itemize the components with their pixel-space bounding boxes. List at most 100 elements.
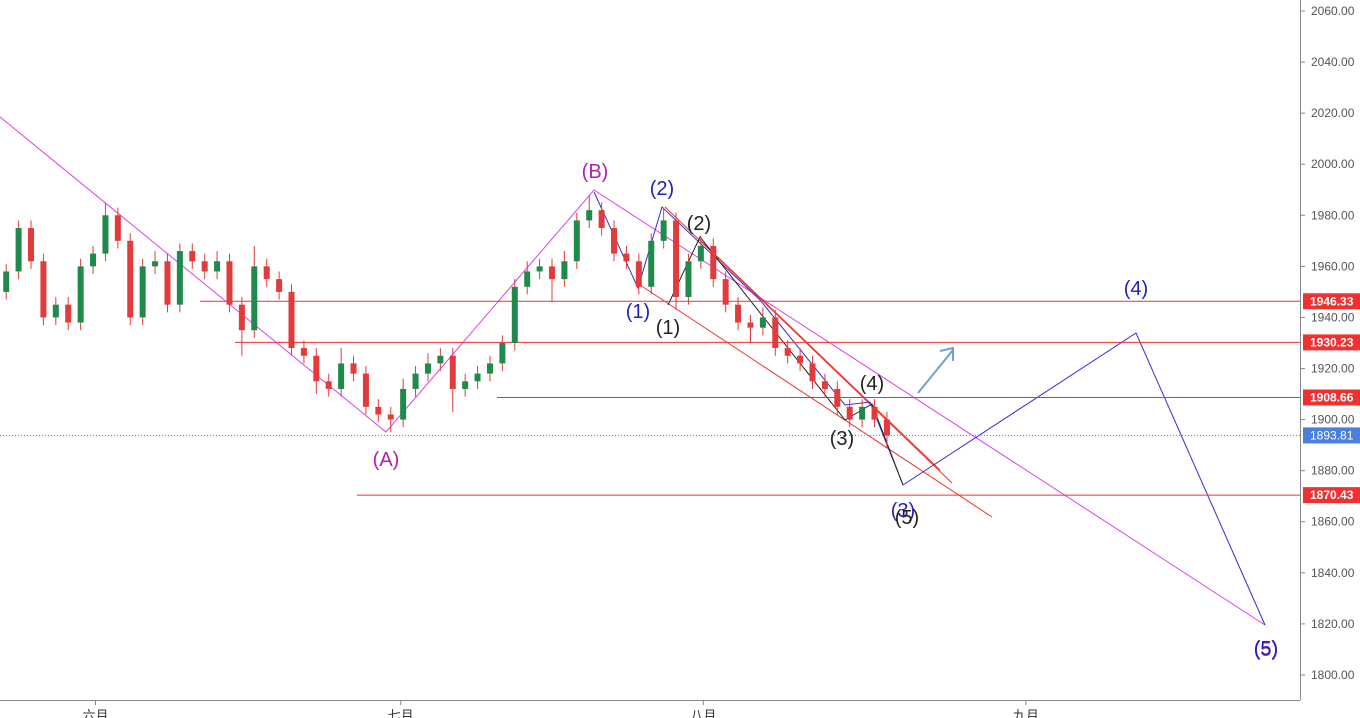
candle-body <box>375 406 382 415</box>
y-tick-label: 1940.00 <box>1311 310 1355 324</box>
candle-body <box>797 355 804 364</box>
candle-body <box>214 261 221 272</box>
candle-body <box>313 355 320 382</box>
wave-label: (1) <box>656 317 680 339</box>
wave-label: (5) <box>1254 638 1278 660</box>
candle-body <box>400 388 407 420</box>
x-tick-label: 六月 <box>83 708 109 718</box>
candle-body <box>883 419 890 436</box>
candle-body <box>524 271 531 287</box>
candle-body <box>325 381 332 389</box>
wave-label: (4) <box>1124 278 1148 300</box>
candle-body <box>127 240 134 318</box>
candle-body <box>561 261 568 280</box>
y-tick-label: 2040.00 <box>1311 55 1355 69</box>
level-tag <box>1303 487 1360 504</box>
candle-body <box>747 322 754 328</box>
wave-label: (5) <box>1254 639 1278 661</box>
candle-body <box>549 266 556 280</box>
candle-body <box>859 406 866 420</box>
candle-body <box>846 406 853 420</box>
wave-label: (A) <box>373 449 400 471</box>
candle-body <box>735 304 742 323</box>
last-price-tag <box>1303 427 1360 444</box>
candle-body <box>673 220 680 298</box>
candle-body <box>152 261 159 267</box>
candle-body <box>90 253 97 267</box>
candle-body <box>52 304 59 318</box>
candle-body <box>350 363 357 374</box>
blue-wave <box>902 332 1266 626</box>
level-label: 1908.66 <box>1310 390 1354 404</box>
candle-body <box>189 251 196 262</box>
candle-body <box>511 286 518 343</box>
level-tag <box>1303 334 1360 351</box>
candle-body <box>424 363 431 374</box>
candle-body <box>486 363 493 374</box>
candle-body <box>276 279 283 292</box>
wave-label: (4) <box>860 373 884 395</box>
candle-body <box>685 261 692 298</box>
candle-body <box>710 245 717 280</box>
wave-label: (2) <box>687 213 711 235</box>
candle-body <box>449 355 456 389</box>
candle-body <box>362 373 369 407</box>
candle-body <box>697 245 704 262</box>
candle-body <box>288 291 295 349</box>
candle-body <box>623 253 630 262</box>
candle-body <box>809 363 816 382</box>
candle-body <box>821 381 828 389</box>
candle-body <box>251 266 258 331</box>
wave-label: (1) <box>626 301 650 323</box>
candle-body <box>499 342 506 364</box>
candle-body <box>722 279 729 305</box>
candle-body <box>437 355 444 364</box>
arrow <box>917 349 954 394</box>
level-tag <box>1303 389 1360 406</box>
candle-body <box>263 266 270 280</box>
y-tick-label: 1820.00 <box>1311 617 1355 631</box>
y-tick-label: 2020.00 <box>1311 106 1355 120</box>
last-price-label: 1893.81 <box>1310 428 1354 442</box>
blue-subwave <box>593 191 904 486</box>
y-tick-label: 1980.00 <box>1311 208 1355 222</box>
candle-body <box>759 317 766 328</box>
candle-body <box>660 220 667 241</box>
red-channel <box>699 239 941 471</box>
candle-body <box>15 228 22 272</box>
y-tick-label: 1840.00 <box>1311 566 1355 580</box>
candle-body <box>784 348 791 356</box>
candle-body <box>102 215 109 254</box>
candle-body <box>114 215 121 241</box>
candle-body <box>176 251 183 305</box>
wave-label: (3) <box>830 428 854 450</box>
level-tag <box>1303 293 1360 310</box>
candle-body <box>300 348 307 356</box>
candle-body <box>536 266 543 272</box>
candle-body <box>387 414 394 420</box>
candle-body <box>201 261 208 272</box>
wave-label: (2) <box>650 178 674 200</box>
y-tick-label: 2060.00 <box>1311 4 1355 18</box>
candle-body <box>65 304 72 323</box>
x-tick-label: 八月 <box>690 708 716 718</box>
candle-body <box>40 261 47 318</box>
wave-drawings <box>0 116 1266 626</box>
candle-body <box>834 388 841 407</box>
candle-body <box>871 406 878 420</box>
candle-body <box>338 363 345 389</box>
candle-body <box>611 228 618 254</box>
candle-body <box>164 261 171 305</box>
wave-label: (5) <box>895 507 919 529</box>
y-tick-label: 1920.00 <box>1311 362 1355 376</box>
candle-body <box>226 261 233 305</box>
wave-label: (3) <box>891 500 915 522</box>
candle-body <box>238 304 245 331</box>
level-label: 1946.33 <box>1310 294 1354 308</box>
candle-body <box>573 220 580 262</box>
candle-body <box>28 228 35 262</box>
red-channel <box>639 284 993 518</box>
candle-body <box>635 261 642 287</box>
pink-wave <box>0 116 1266 626</box>
